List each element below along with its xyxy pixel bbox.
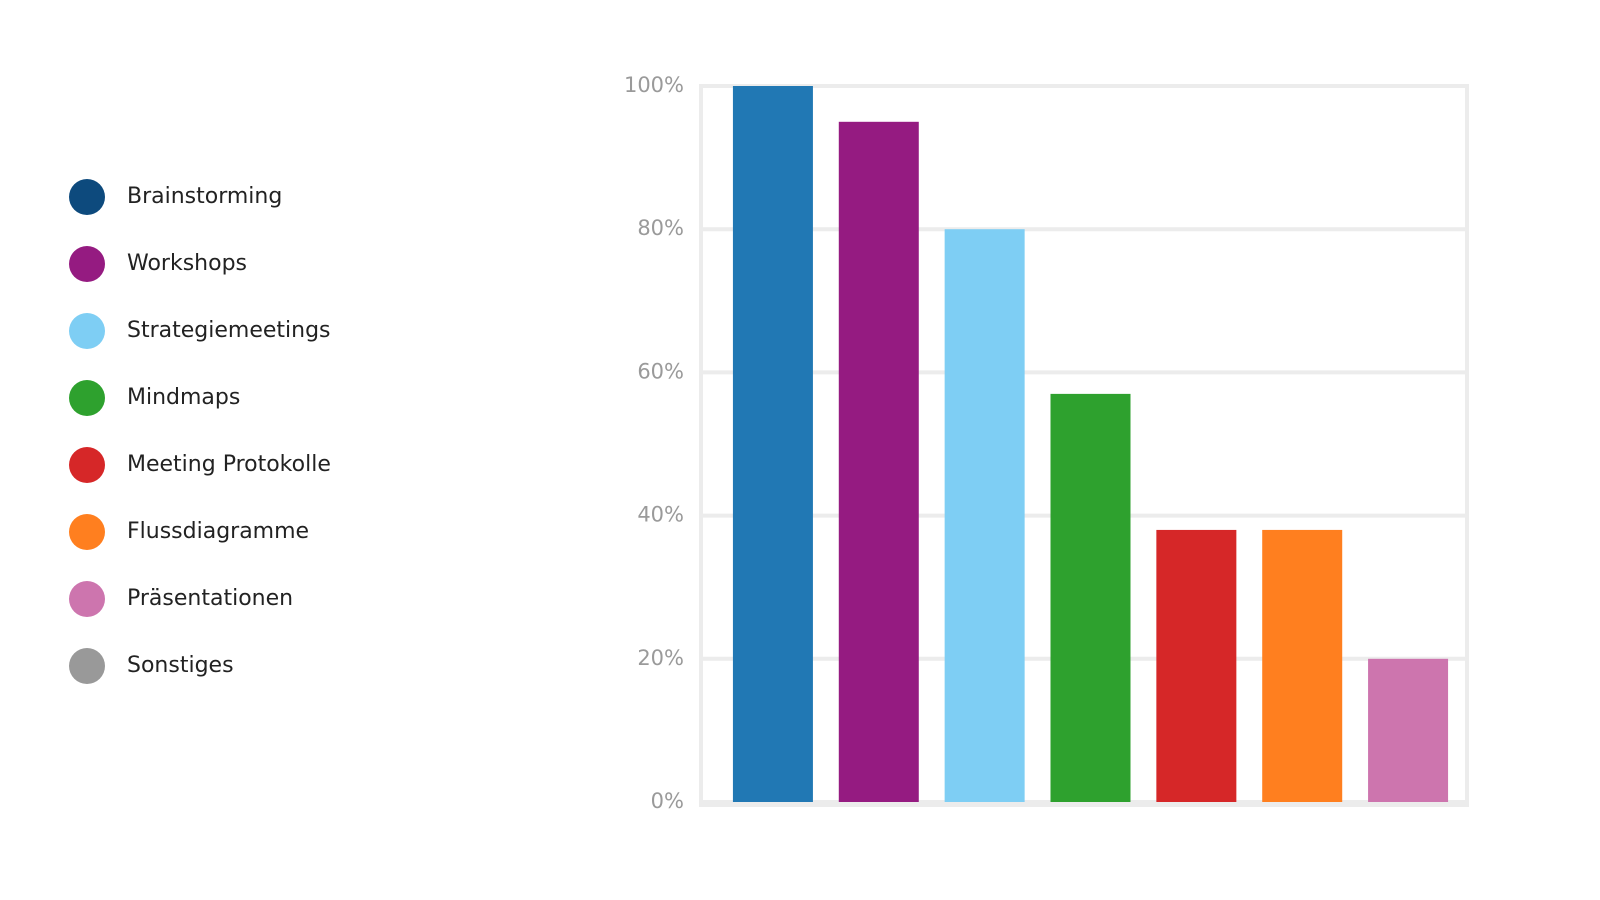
y-tick-label: 20%: [637, 646, 684, 670]
bar: [1262, 529, 1343, 802]
legend-marker: [69, 514, 105, 550]
legend-marker: [69, 581, 105, 617]
bar: [944, 229, 1025, 802]
bar: [732, 86, 813, 802]
legend-marker: [69, 313, 105, 349]
bar: [838, 121, 919, 803]
y-tick-label: 40%: [637, 503, 684, 527]
legend-label: Strategiemeetings: [127, 318, 331, 343]
legend-label: Präsentationen: [127, 586, 293, 611]
legend-label: Workshops: [127, 251, 247, 276]
legend-marker: [69, 447, 105, 483]
legend-label: Mindmaps: [127, 385, 240, 410]
y-tick-label: 100%: [624, 73, 684, 97]
y-tick-label: 60%: [637, 359, 684, 383]
legend-marker: [69, 246, 105, 282]
legend-marker: [69, 380, 105, 416]
bar: [1050, 393, 1131, 802]
legend-label: Meeting Protokolle: [127, 452, 331, 477]
y-tick-label: 0%: [651, 789, 684, 813]
legend-marker: [69, 648, 105, 684]
y-tick-label: 80%: [637, 216, 684, 240]
legend-marker: [69, 179, 105, 215]
legend-label: Flussdiagramme: [127, 519, 309, 544]
legend-label: Brainstorming: [127, 184, 282, 209]
bar: [1156, 529, 1237, 802]
bar: [1368, 658, 1449, 802]
legend-label: Sonstiges: [127, 653, 234, 678]
